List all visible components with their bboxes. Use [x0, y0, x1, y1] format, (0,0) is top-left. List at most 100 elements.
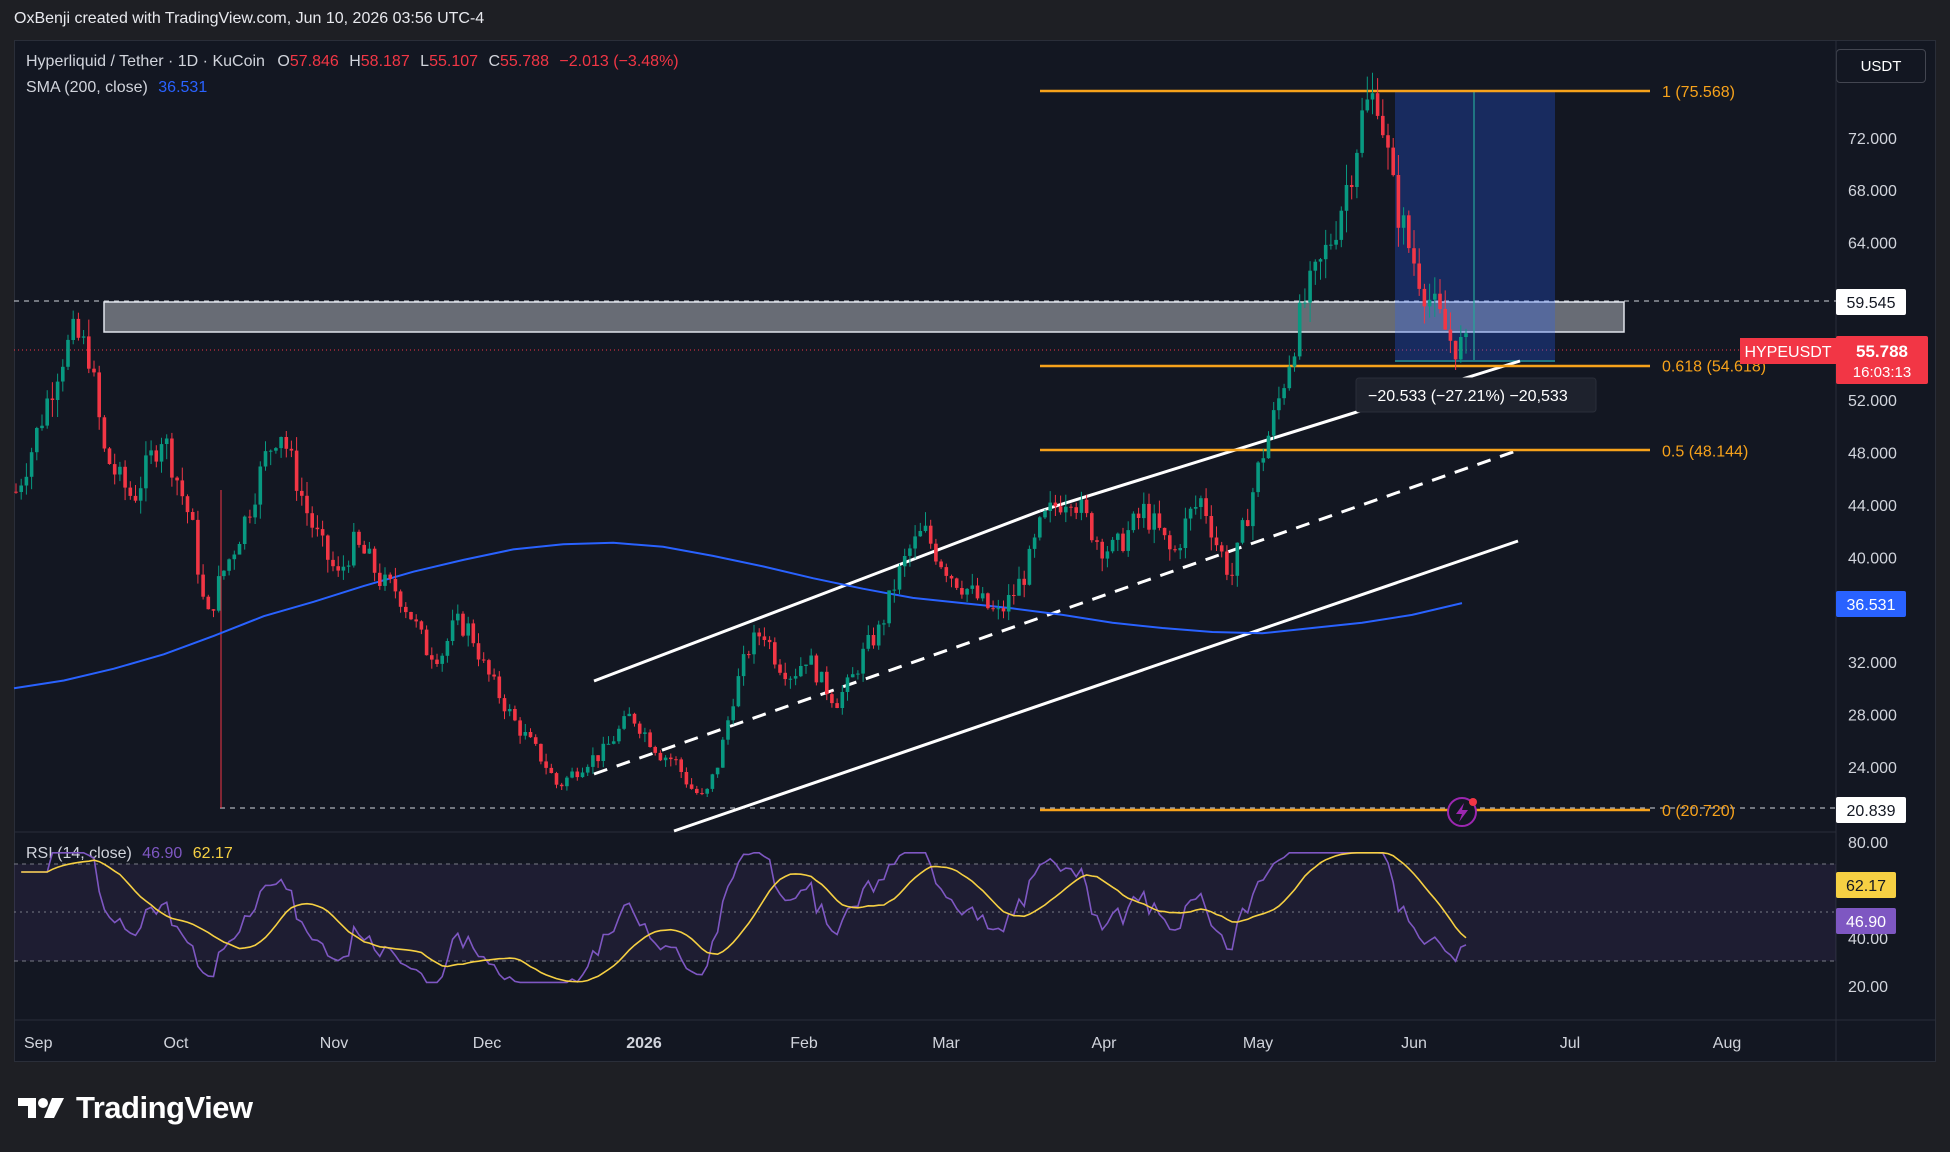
symbol-legend[interactable]: Hyperliquid / Tether · 1D · KuCoin O57.8…	[26, 53, 679, 71]
candle-body	[591, 755, 595, 767]
candle-body	[71, 318, 75, 340]
candle-body	[164, 438, 169, 444]
candle-body	[575, 771, 580, 778]
candle-body	[149, 450, 153, 456]
candle-body	[1204, 498, 1208, 516]
low-price-badge	[1836, 797, 1906, 823]
candle-body	[1069, 506, 1073, 508]
candle-body	[1355, 152, 1359, 187]
time-tick: 2026	[626, 1035, 662, 1052]
rsi-legend[interactable]: RSI (14, close) 46.90 62.17	[26, 845, 233, 863]
candle-body	[949, 576, 954, 579]
candle-body	[965, 588, 969, 595]
time-tick: Mar	[932, 1035, 960, 1052]
candle-body	[1438, 293, 1442, 309]
candle-body	[1313, 261, 1318, 271]
candle-body	[450, 620, 455, 641]
candle-body	[643, 732, 647, 734]
candle-body	[404, 606, 408, 613]
candle-body	[1375, 93, 1380, 116]
candle-body	[1427, 299, 1432, 307]
currency-button[interactable]: USDT	[1836, 49, 1926, 83]
candle-body	[611, 741, 616, 744]
candle-body	[128, 487, 133, 496]
candle-body	[549, 767, 554, 773]
time-tick: Oct	[164, 1035, 189, 1052]
rsi-value: 46.90	[142, 845, 183, 862]
candle-body	[596, 755, 600, 762]
change-value: −2.013 (−3.48%)	[559, 53, 679, 70]
candle-body	[248, 516, 252, 518]
candle-body	[726, 720, 730, 740]
candle-body	[918, 531, 923, 537]
candle-body	[1043, 511, 1047, 518]
candle-body	[523, 732, 528, 736]
candle-body	[414, 619, 418, 622]
price-axis[interactable]: 72.000 68.000 64.000 52.000 48.000 44.000 40.0…	[1848, 131, 1897, 777]
candle-body	[544, 761, 548, 768]
candle-body	[159, 444, 164, 462]
candle-body	[565, 777, 569, 787]
close-value: 55.788	[500, 53, 549, 70]
candle-body	[1058, 506, 1063, 513]
candle-body	[684, 772, 689, 785]
candle-body	[1453, 340, 1458, 360]
last-price-badge	[1836, 336, 1928, 384]
rsi-ma-badge	[1836, 872, 1896, 898]
chart-panel[interactable]	[14, 40, 1936, 1062]
time-tick: Nov	[320, 1035, 348, 1052]
candle-body	[934, 543, 938, 562]
candle-body	[123, 466, 127, 488]
candle-body	[1245, 520, 1250, 526]
measure-box[interactable]	[1395, 92, 1555, 362]
candle-body	[1365, 99, 1370, 111]
candle-body	[757, 632, 761, 637]
time-tick: Jun	[1401, 1035, 1427, 1052]
candle-body	[601, 743, 606, 761]
resistance-zone[interactable]	[103, 301, 1625, 333]
candle-body	[294, 450, 299, 491]
candle-body	[216, 576, 221, 611]
candle-body	[1287, 366, 1292, 389]
candle-body	[471, 623, 476, 644]
candle-body	[507, 709, 512, 712]
candle-body	[14, 491, 18, 493]
candle-body	[928, 525, 933, 544]
sma-legend[interactable]: SMA (200, close) 36.531	[26, 79, 207, 97]
candle-body	[778, 664, 782, 673]
candle-body	[533, 737, 538, 744]
low-label: L	[420, 53, 430, 70]
candle-body	[944, 567, 949, 576]
candle-body	[1027, 548, 1032, 585]
candle-body	[850, 674, 855, 678]
candle-body	[1017, 578, 1021, 596]
candle-body	[518, 720, 522, 736]
candle-body	[211, 609, 216, 611]
candle-body	[284, 437, 289, 449]
candle-body	[1339, 210, 1344, 240]
candle-body	[913, 536, 917, 549]
candle-body	[960, 588, 964, 595]
candle-body	[819, 671, 824, 683]
candle-body	[1318, 259, 1323, 262]
candle-body	[222, 570, 226, 577]
candle-body	[1459, 337, 1463, 360]
price-tick: 52.000	[1848, 393, 1897, 410]
candle-body	[1282, 388, 1286, 399]
candle-body	[783, 672, 787, 680]
candle-body	[440, 655, 444, 664]
candle-body	[175, 477, 179, 481]
candle-body	[1105, 551, 1110, 559]
candle-body	[669, 757, 673, 760]
candle-body	[799, 666, 803, 677]
candle-body	[19, 485, 23, 492]
candle-body	[362, 544, 366, 554]
alert-dot	[1469, 798, 1477, 806]
candle-body	[892, 589, 897, 591]
time-axis[interactable]: Sep Oct Nov Dec 2026 Feb Mar Apr May Jun Jul Aug	[24, 1035, 1741, 1052]
tradingview-brand[interactable]: TradingView	[16, 1090, 253, 1126]
candle-body	[242, 516, 247, 544]
candle-body	[45, 398, 49, 426]
candle-body	[674, 759, 678, 761]
